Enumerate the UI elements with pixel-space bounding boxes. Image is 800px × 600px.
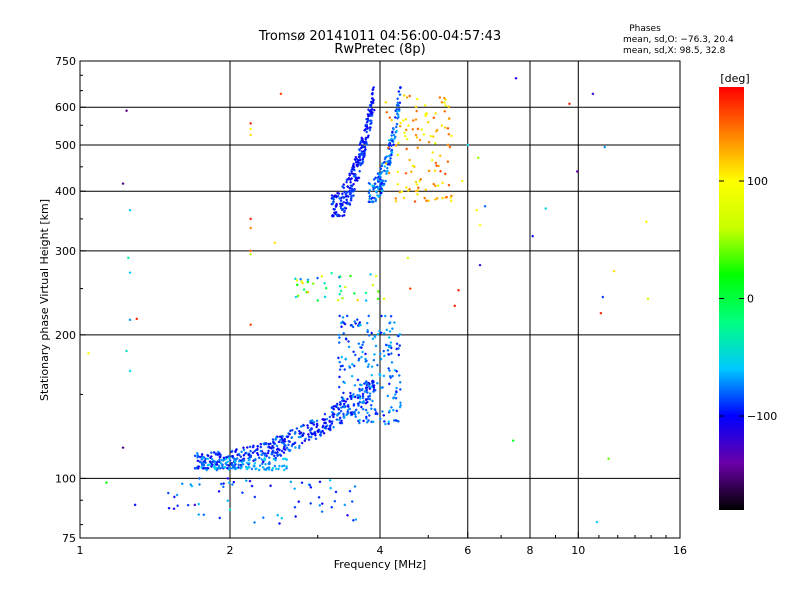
y-tick-label: 500 bbox=[55, 139, 76, 152]
data-points bbox=[87, 77, 650, 525]
stats-o-mode: mean, sd,O: −76.3, 20.4 bbox=[623, 35, 734, 45]
y-tick-label: 400 bbox=[55, 185, 76, 198]
x-axis-label: Frequency [MHz] bbox=[334, 558, 426, 571]
y-axis-label: Stationary phase Virtual Height [km] bbox=[38, 199, 51, 401]
colorbar-ticks: 100 0 −100 bbox=[719, 175, 777, 423]
y-tick-label: 200 bbox=[55, 329, 76, 342]
y-tick-label: 300 bbox=[55, 245, 76, 258]
y-tick-label: 750 bbox=[55, 55, 76, 68]
x-tick-label: 4 bbox=[377, 544, 384, 557]
x-tick-label: 8 bbox=[527, 544, 534, 557]
colorbar-label: [deg] bbox=[720, 72, 749, 85]
y-tick-label: 75 bbox=[62, 532, 76, 545]
axis-ticks: 1 2 4 6 8 10 16 75 100 200 300 400 500 600 750 bbox=[55, 55, 687, 557]
stats-x-mode: mean, sd,X: 98.5, 32.8 bbox=[623, 46, 726, 56]
colorbar-tick-label: 100 bbox=[747, 175, 768, 188]
x-tick-label: 1 bbox=[77, 544, 84, 557]
chart-title: Tromsø 20141011 04:56:00-04:57:43 bbox=[258, 29, 501, 44]
x-tick-label: 16 bbox=[673, 544, 687, 557]
colorbar-tick-label: 0 bbox=[747, 293, 754, 306]
x-tick-label: 6 bbox=[464, 544, 471, 557]
y-tick-label: 100 bbox=[55, 472, 76, 485]
x-tick-label: 10 bbox=[571, 544, 585, 557]
stats-heading: Phases bbox=[629, 24, 661, 34]
colorbar-tick-label: −100 bbox=[747, 410, 777, 423]
x-tick-label: 2 bbox=[227, 544, 234, 557]
chart-subtitle: RwPretec (8p) bbox=[334, 42, 425, 57]
y-tick-label: 600 bbox=[55, 101, 76, 114]
